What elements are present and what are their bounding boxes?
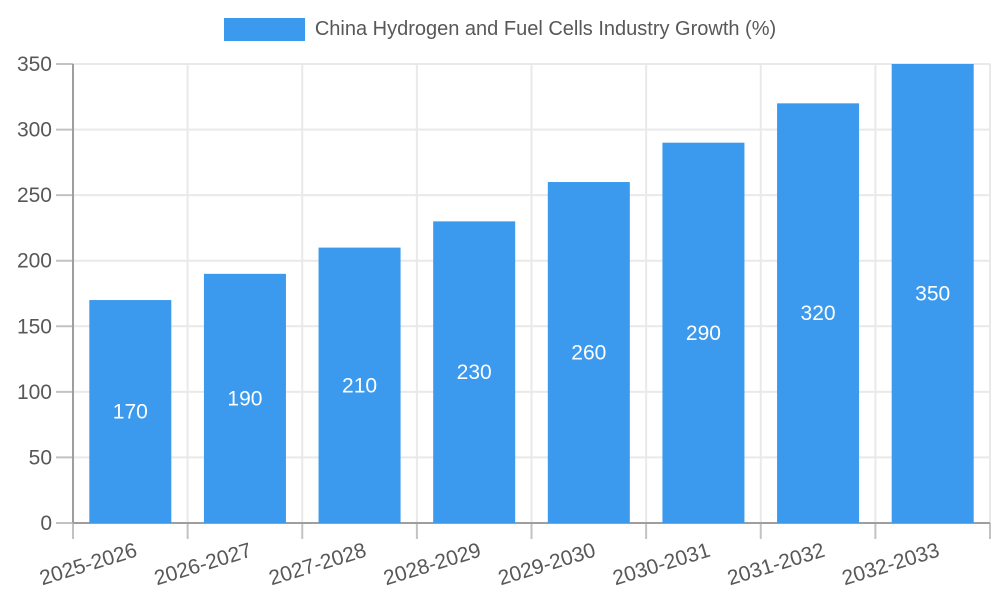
bar[interactable] <box>433 221 516 523</box>
legend-label: China Hydrogen and Fuel Cells Industry G… <box>314 18 777 40</box>
bar-value-label: 290 <box>686 322 721 345</box>
y-tick-label: 0 <box>40 512 52 535</box>
y-tick-label: 50 <box>29 446 52 469</box>
y-tick-label: 200 <box>17 250 52 273</box>
bar-value-label: 260 <box>571 342 606 365</box>
y-tick-label: 100 <box>17 381 52 404</box>
bar-value-label: 210 <box>342 374 377 397</box>
x-category-label: 2025-2026 <box>37 539 140 590</box>
y-tick-label: 300 <box>17 119 52 142</box>
bar[interactable] <box>89 300 172 523</box>
bar[interactable] <box>891 64 974 523</box>
bar-value-label: 190 <box>227 387 262 410</box>
bar[interactable] <box>777 103 860 523</box>
bar[interactable] <box>547 182 630 523</box>
legend-swatch-icon <box>223 18 305 41</box>
legend-item[interactable]: China Hydrogen and Fuel Cells Industry G… <box>223 18 777 41</box>
x-category-label: 2030-2031 <box>610 539 713 590</box>
x-category-label: 2029-2030 <box>496 539 599 590</box>
x-category-label: 2027-2028 <box>266 539 369 590</box>
bar-value-label: 320 <box>801 302 836 325</box>
y-tick-label: 250 <box>17 184 52 207</box>
bar-value-label: 350 <box>915 283 950 306</box>
y-tick-label: 350 <box>17 53 52 76</box>
bar[interactable] <box>318 247 401 523</box>
x-category-label: 2032-2033 <box>839 539 942 590</box>
bar-value-label: 230 <box>457 361 492 384</box>
x-category-label: 2028-2029 <box>381 539 484 590</box>
x-category-label: 2031-2032 <box>725 539 828 590</box>
x-category-label: 2026-2027 <box>152 539 255 590</box>
bar[interactable] <box>662 142 745 523</box>
bar-value-label: 170 <box>113 401 148 424</box>
bar[interactable] <box>203 273 286 523</box>
legend: China Hydrogen and Fuel Cells Industry G… <box>0 18 1000 41</box>
y-tick-label: 150 <box>17 315 52 338</box>
